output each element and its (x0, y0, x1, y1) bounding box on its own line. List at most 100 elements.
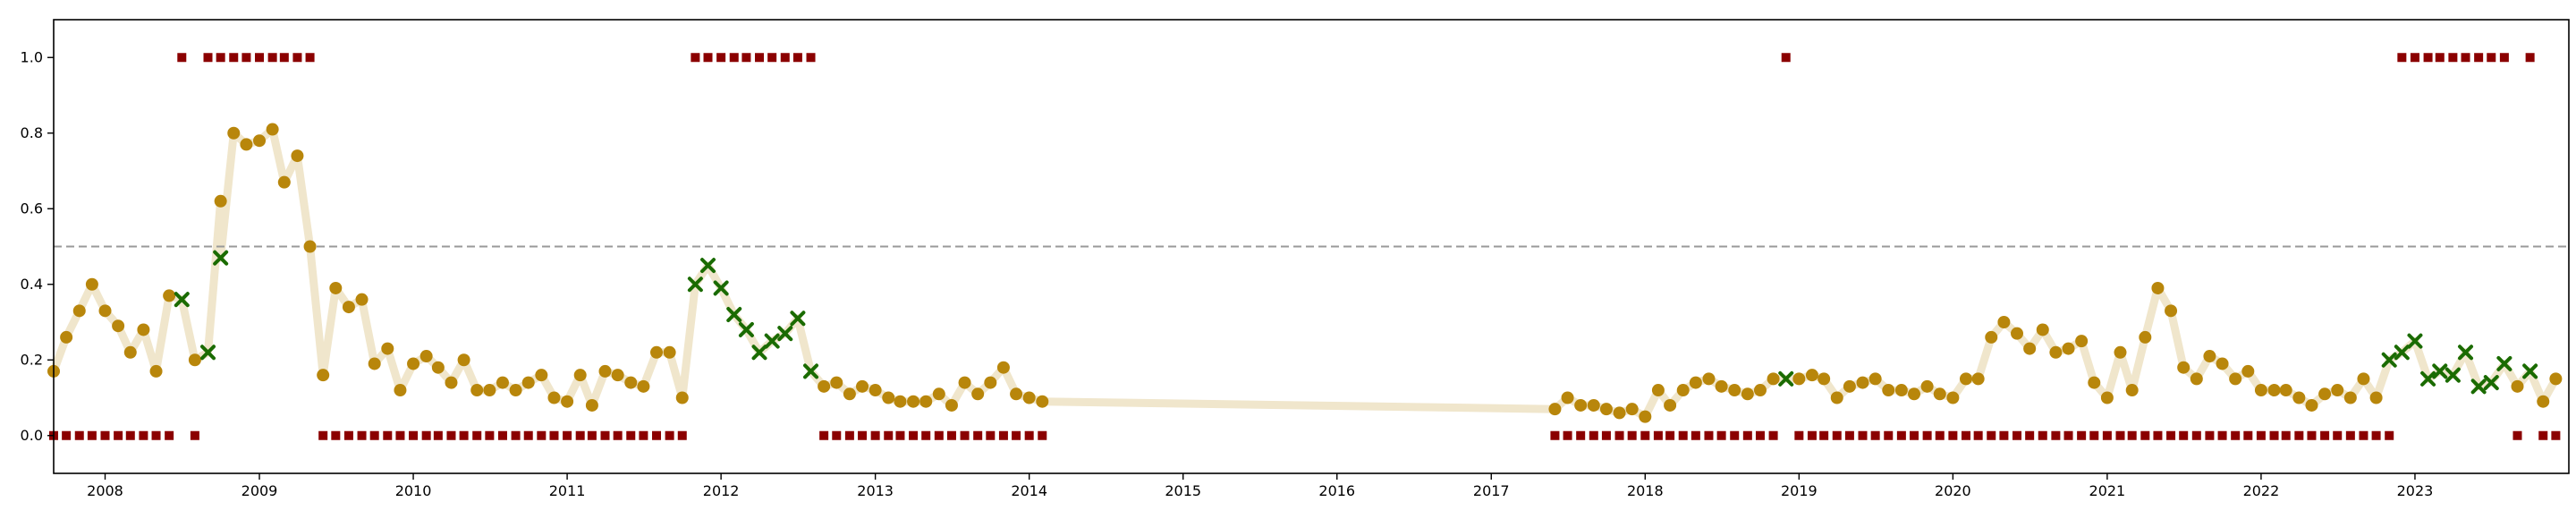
label-square (1794, 430, 1804, 440)
label-square (1819, 430, 1829, 440)
score-point (2254, 384, 2267, 397)
score-point (2318, 387, 2332, 401)
score-point (585, 398, 598, 412)
label-square (1844, 430, 1854, 440)
label-square (2448, 53, 2458, 63)
label-square (511, 430, 521, 440)
label-square (600, 430, 610, 440)
score-point (1689, 376, 1702, 389)
score-point (598, 364, 612, 378)
label-square (909, 430, 919, 440)
score-point (1908, 387, 1921, 401)
cross-point (790, 311, 806, 327)
score-point (2369, 391, 2383, 404)
label-square (2179, 430, 2189, 440)
label-square (613, 430, 623, 440)
label-square (255, 53, 265, 63)
score-point (1741, 387, 1754, 401)
score-point (830, 376, 843, 389)
label-square (806, 53, 816, 63)
label-square (485, 430, 495, 440)
label-square (2256, 430, 2266, 440)
score-point (1894, 384, 1908, 397)
score-point (291, 149, 304, 163)
label-square (626, 430, 636, 440)
label-square (1884, 430, 1894, 440)
label-square (792, 53, 802, 63)
label-square (2333, 430, 2343, 440)
score-point (611, 369, 624, 382)
score-point (240, 138, 253, 151)
score-point (445, 376, 458, 389)
label-square (139, 430, 148, 440)
label-square (934, 430, 944, 440)
cross-point (1778, 370, 1794, 387)
score-point (1920, 379, 1934, 393)
y-tick-label: 0.0 (21, 427, 43, 444)
label-square (2051, 430, 2061, 440)
label-square (2435, 53, 2445, 63)
cross-point (713, 280, 729, 296)
score-point (137, 323, 150, 336)
label-square (1716, 430, 1726, 440)
label-square (575, 430, 585, 440)
score-point (1036, 395, 1049, 408)
label-square (1704, 430, 1714, 440)
label-square (1781, 53, 1791, 63)
label-square (2281, 430, 2291, 440)
x-tick-label: 2018 (1627, 482, 1664, 499)
score-point (2114, 345, 2127, 359)
score-point (2292, 391, 2306, 404)
label-square (755, 53, 765, 63)
score-point (329, 281, 343, 294)
label-square (1742, 430, 1752, 440)
label-square (421, 430, 431, 440)
label-square (2153, 430, 2163, 440)
label-square (2397, 53, 2407, 63)
score-point (1561, 391, 1574, 404)
label-square (472, 430, 482, 440)
label-square (318, 430, 328, 440)
score-point (163, 289, 176, 302)
score-point (188, 353, 201, 367)
score-point (2011, 327, 2024, 340)
label-square (537, 430, 547, 440)
label-square (2551, 430, 2561, 440)
label-square (1589, 430, 1598, 440)
score-point (1702, 372, 1716, 386)
score-point (996, 361, 1010, 374)
label-square (2127, 430, 2137, 440)
label-square (563, 430, 572, 440)
score-point (1830, 391, 1843, 404)
label-square (190, 430, 199, 440)
score-point (2229, 372, 2242, 386)
score-point (971, 387, 985, 401)
score-point (624, 376, 638, 389)
label-square (2499, 53, 2509, 63)
label-square (549, 430, 559, 440)
label-square (177, 53, 187, 63)
x-tick-label: 2017 (1473, 482, 1510, 499)
score-point (675, 391, 689, 404)
label-square (523, 430, 533, 440)
label-square (2294, 430, 2304, 440)
label-square (1024, 430, 1034, 440)
score-point (984, 376, 997, 389)
score-point (2177, 361, 2190, 374)
label-square (125, 430, 135, 440)
x-tick-label: 2011 (549, 482, 586, 499)
label-square (2038, 430, 2047, 440)
label-square (2025, 430, 2035, 440)
score-point (1625, 403, 1639, 416)
score-point (1868, 372, 1882, 386)
score-point (72, 304, 86, 318)
score-point (342, 301, 355, 314)
label-square (331, 430, 341, 440)
score-point (1792, 372, 1806, 386)
label-square (2089, 430, 2099, 440)
score-point (1599, 403, 1613, 416)
score-point (843, 387, 856, 401)
score-point (98, 304, 112, 318)
score-point (431, 361, 445, 374)
